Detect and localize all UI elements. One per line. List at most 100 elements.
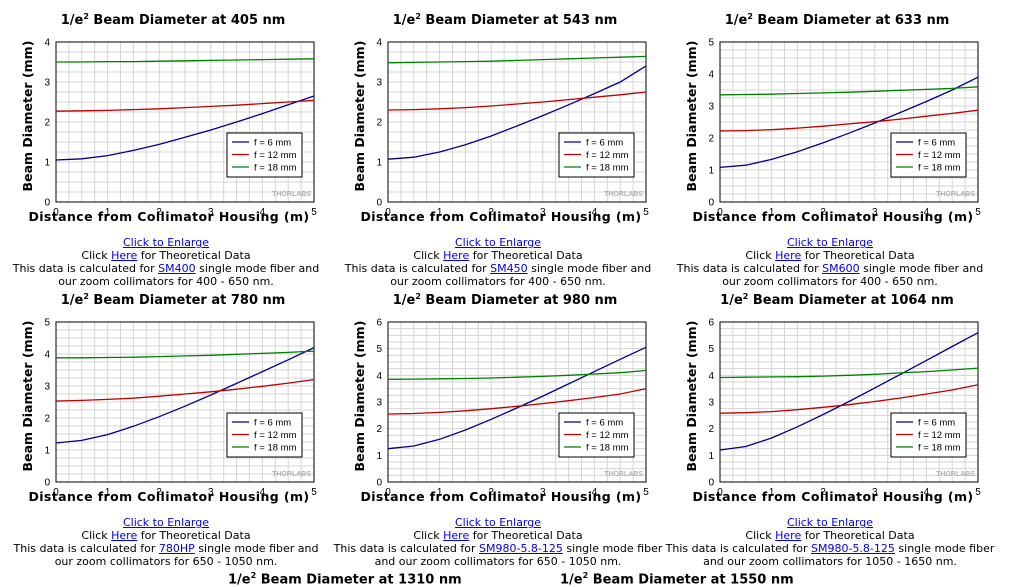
beam-diameter-chart[interactable]: 1/e2 Beam Diameter at 780 nm 0 1 2 3 4 5 0 1 2 3 4 5… [0,290,332,514]
x-axis-label: Distance from Collimator Housing (m) [360,489,641,504]
range-text: and our zoom collimators for 650 - 1050 … [374,555,622,568]
series-line [387,91,647,111]
x-tick-label: 4 [260,487,266,498]
y-tick-label: 0 [44,198,50,209]
y-axis-label: Beam Diameter (mm) [352,41,367,192]
click-to-enlarge-link[interactable]: Click to Enlarge [454,236,542,249]
x-tick-label: 2 [156,487,162,498]
fiber-link[interactable]: SM450 [490,262,528,275]
y-tick-label: 1 [376,451,382,462]
thorlabs-logo: THORLABS [604,471,643,478]
y-tick-label: 2 [376,424,382,435]
y-tick-label: 4 [708,70,714,81]
x-tick-label: 0 [717,487,723,498]
click-to-enlarge-link[interactable]: Click to Enlarge [454,516,542,529]
fiber-link[interactable]: SM400 [158,262,196,275]
plot-frame [387,321,647,483]
x-tick-label: 5 [311,487,317,498]
x-tick-label: 2 [156,207,162,218]
y-tick-label: 3 [708,398,714,409]
y-tick-label: 1 [376,158,382,169]
range-text: our zoom collimators for 650 - 1050 nm. [54,555,278,568]
series-line [387,388,647,415]
y-axis-label: Beam Diameter (mm) [20,41,35,192]
chart-title: 1/e2 Beam Diameter at 405 nm [61,12,286,28]
y-tick-label: 5 [44,318,50,329]
chart-panel: 1/e2 Beam Diameter at 1064 nm 0 1 2 3 4 5 0 1 2 3 4… [664,290,996,570]
series-line [387,55,647,64]
theoretical-data-link[interactable]: Here [775,529,802,542]
y-axis-label: Beam Diameter (mm) [684,41,699,192]
click-to-enlarge-link[interactable]: Click to Enlarge [122,516,210,529]
y-tick-label: 3 [44,382,50,393]
theoretical-data-link[interactable]: Here [443,529,470,542]
theoretical-data-link[interactable]: Here [775,249,802,262]
y-tick-label: 0 [376,478,382,489]
theoretical-data-link[interactable]: Here [111,249,138,262]
series-line [55,95,315,161]
thorlabs-logo: THORLABS [272,471,311,478]
legend-label: f = 6 mm [254,418,291,429]
y-tick-label: 0 [708,198,714,209]
calc-text: This data is calculated for [344,262,491,275]
click-to-enlarge-link[interactable]: Click to Enlarge [122,236,210,249]
range-text: our zoom collimators for 400 - 650 nm. [722,275,938,288]
beam-diameter-chart[interactable]: 1/e2 Beam Diameter at 1064 nm 0 1 2 3 4 5 0 1 2 3 4… [664,290,996,514]
x-tick-label: 2 [820,487,826,498]
theory-text-suffix: for Theoretical Data [469,249,583,262]
fiber-link[interactable]: 780HP [158,542,195,555]
x-tick-label: 1 [769,207,775,218]
chart-title-1550: 1/e2 Beam Diameter at 1550 nm [560,571,794,587]
series-line [387,346,647,450]
beam-diameter-chart[interactable]: 1/e2 Beam Diameter at 633 nm 0 1 2 3 4 5 0 1 2 3 4 5… [664,10,996,234]
fiber-link[interactable]: SM600 [822,262,860,275]
chart-panel: 1/e2 Beam Diameter at 543 nm 0 1 2 3 4 5 0 1 2 3 4 D… [332,10,664,290]
x-tick-label: 5 [975,207,981,218]
series-line [56,350,315,359]
x-axis-label: Distance from Collimator Housing (m) [360,209,641,224]
y-tick-label: 0 [708,478,714,489]
legend-label: f = 6 mm [918,418,955,429]
x-tick-label: 5 [643,207,649,218]
y-tick-label: 5 [708,344,714,355]
calc-text: This data is calculated for [12,262,159,275]
y-tick-label: 4 [44,350,50,361]
click-to-enlarge-link[interactable]: Click to Enlarge [786,516,874,529]
theoretical-data-link[interactable]: Here [111,529,138,542]
thorlabs-logo: THORLABS [604,191,643,198]
chart-caption: Click to Enlarge Click Here for Theoretic… [0,516,332,568]
chart-caption: Click to Enlarge Click Here for Theoretic… [664,236,996,288]
x-tick-label: 0 [385,487,391,498]
legend-label: f = 6 mm [254,138,291,149]
plot-frame [55,41,315,203]
x-tick-label: 2 [488,487,494,498]
series-line [387,369,647,380]
legend-label: f = 18 mm [254,443,297,454]
y-tick-label: 0 [376,198,382,209]
series-line [55,378,315,402]
range-text: our zoom collimators for 400 - 650 nm. [390,275,606,288]
beam-diameter-chart[interactable]: 1/e2 Beam Diameter at 543 nm0 1 2 3 4 501234D… [332,10,664,234]
x-tick-label: 4 [592,207,598,218]
series-line [719,109,979,132]
fiber-link[interactable]: SM980-5.8-125 [811,542,895,555]
beam-diameter-chart[interactable]: 1/e2 Beam Diameter at 980 nm 0 1 2 3 4 5 0 1 2 3 4 5… [332,290,664,514]
theoretical-data-link[interactable]: Here [443,249,470,262]
x-tick-label: 4 [260,207,266,218]
fiber-link[interactable]: SM980-5.8-125 [479,542,563,555]
legend-label: f = 18 mm [586,163,629,174]
theory-text-suffix: for Theoretical Data [137,249,251,262]
x-axis-label: Distance from Collimator Housing (m) [692,489,973,504]
thorlabs-logo: THORLABS [936,191,975,198]
beam-diameter-chart[interactable]: 1/e2 Beam Diameter at 405 nm0 1 2 3 4 501234D… [0,10,332,234]
series-line [719,76,979,169]
chart-title: 1/e2 Beam Diameter at 780 nm [61,292,286,308]
legend-label: f = 6 mm [586,418,623,429]
click-to-enlarge-link[interactable]: Click to Enlarge [786,236,874,249]
plot-frame [719,41,979,203]
thorlabs-logo: THORLABS [936,471,975,478]
y-tick-label: 0 [44,478,50,489]
legend-label: f = 18 mm [586,443,629,454]
legend-label: f = 12 mm [918,430,961,441]
theory-text-suffix: for Theoretical Data [801,249,915,262]
